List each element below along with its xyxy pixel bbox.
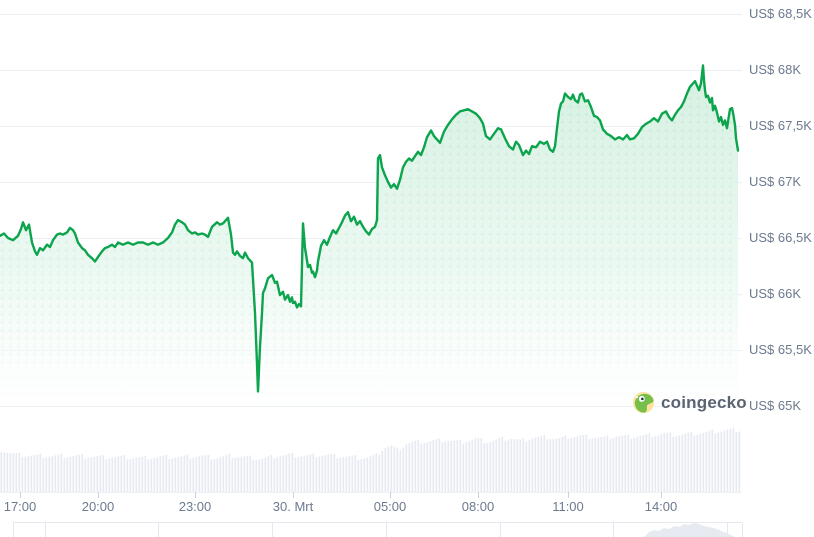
- watermark-text: coingecko: [661, 392, 747, 412]
- x-axis-label: 20:00: [81, 499, 115, 514]
- y-axis-label: US$ 65K: [749, 398, 802, 413]
- y-axis-label: US$ 68K: [749, 62, 802, 77]
- watermark: coingecko: [632, 391, 747, 414]
- x-axis-label: 23:00: [178, 499, 212, 514]
- navigator[interactable]: [13, 522, 743, 537]
- gecko-icon: [632, 391, 655, 414]
- volume-bars: [0, 427, 742, 493]
- x-axis-label: 05:00: [373, 499, 407, 514]
- y-axis-label: US$ 68,5K: [749, 6, 812, 21]
- x-axis-label: 17:00: [3, 499, 37, 514]
- x-axis-label: 08:00: [461, 499, 495, 514]
- y-axis-label: US$ 67K: [749, 174, 802, 189]
- y-axis-label: US$ 66,5K: [749, 230, 812, 245]
- x-axis-label: 11:00: [552, 499, 584, 514]
- price-line: [0, 64, 740, 393]
- x-axis-label: 30. Mrt: [272, 499, 314, 514]
- x-ticks: [20, 492, 662, 498]
- price-area: [0, 65, 738, 431]
- x-axis-label: 14:00: [644, 499, 678, 514]
- y-axis-label: US$ 66K: [749, 286, 802, 301]
- y-axis-label: US$ 65,5K: [749, 342, 812, 357]
- y-axis-label: US$ 67,5K: [749, 118, 812, 133]
